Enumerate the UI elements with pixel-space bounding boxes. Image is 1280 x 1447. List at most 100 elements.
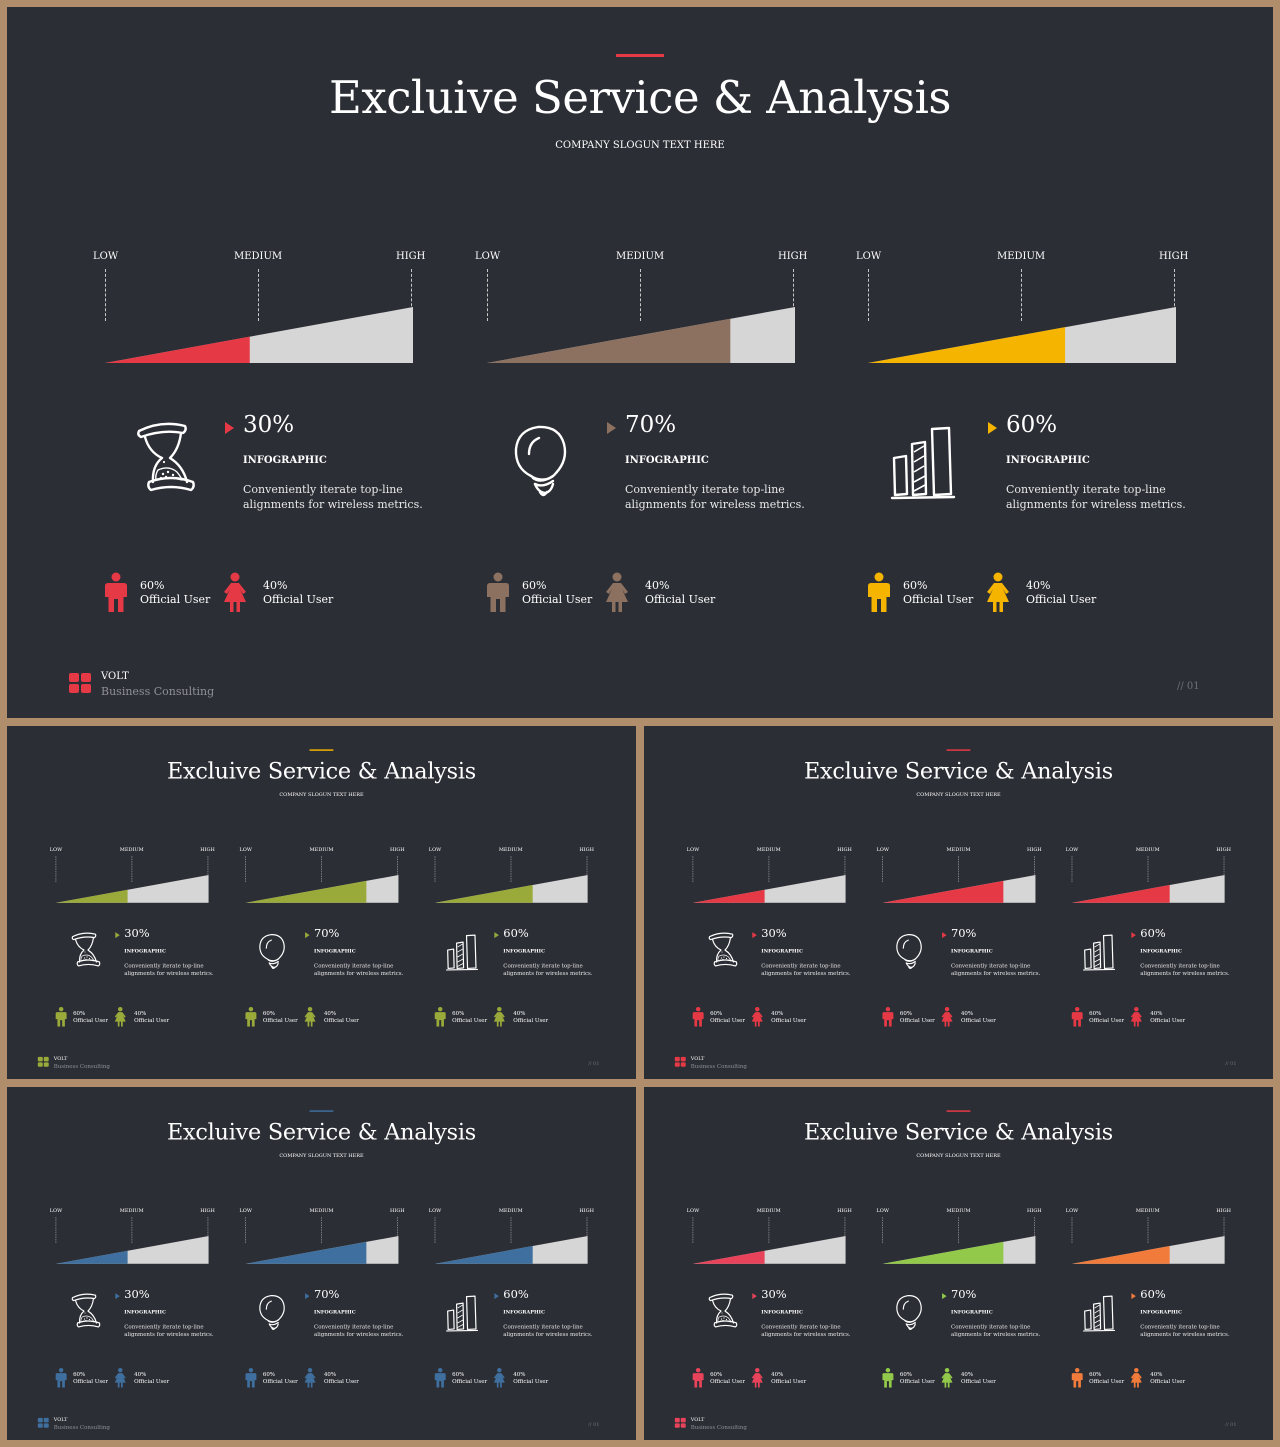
wedge-fill [1071, 885, 1170, 903]
wedge-fill [434, 885, 533, 903]
male-user-label: Official User [903, 593, 974, 606]
metric-percent: 60% [503, 1288, 529, 1302]
metric-description: Conveniently iterate top-line alignments… [1140, 1323, 1230, 1338]
wedge-fill [55, 1250, 128, 1264]
slide-main[interactable]: Excluive Service & Analysis COMPANY SLOG… [7, 7, 1273, 718]
metric-description: Conveniently iterate top-line alignments… [503, 1323, 593, 1338]
level-wedge-bar [487, 307, 795, 363]
pointer-arrow-icon [607, 422, 616, 434]
slide-thumb-blue[interactable]: Excluive Service & Analysis COMPANY SLOG… [7, 1087, 636, 1440]
male-user-icon [882, 1006, 894, 1027]
male-user-label: Official User [140, 593, 211, 606]
level-wedge-bar [105, 307, 413, 363]
scale-tick-high [411, 269, 412, 321]
scale-label-high: HIGH [837, 1208, 852, 1214]
scale-label-high: HIGH [837, 847, 852, 853]
female-user-percent: 40% [513, 1010, 526, 1017]
female-user-label: Official User [645, 593, 716, 606]
metric-heading: INFOGRAPHIC [951, 1309, 993, 1316]
pointer-arrow-icon [942, 1293, 947, 1300]
slide-thumb-mixed[interactable]: Excluive Service & Analysis COMPANY SLOG… [644, 1087, 1273, 1440]
male-user-percent: 60% [73, 1371, 86, 1378]
slide-title: Excluive Service & Analysis [328, 71, 952, 124]
pointer-arrow-icon [494, 932, 499, 939]
female-user-label: Official User [323, 1378, 359, 1385]
metric-description: Conveniently iterate top-line alignments… [124, 962, 214, 977]
scale-label-high: HIGH [579, 1208, 594, 1214]
male-user-percent: 60% [1089, 1010, 1102, 1017]
brand-name: VOLT [53, 1055, 68, 1062]
male-user-percent: 60% [903, 579, 928, 592]
metric-description: Conveniently iterate top-line alignments… [314, 962, 404, 977]
bar-chart-icon [446, 934, 479, 971]
metric-column: LOW MEDIUM HIGH 60% INFOGRAPHIC Convenie… [770, 7, 1188, 718]
brand-name: VOLT [101, 671, 129, 682]
metric-percent: 70% [951, 927, 977, 941]
scale-label-low: LOW [686, 847, 700, 853]
male-user-icon [245, 1006, 257, 1027]
female-user-percent: 40% [323, 1371, 337, 1378]
metric-column: LOW MEDIUM HIGH 70% INFOGRAPHIC Convenie… [197, 726, 405, 1079]
wedge-fill [55, 889, 128, 903]
slide-slogan: COMPANY SLOGUN TEXT HERE [916, 1153, 1001, 1159]
wedge-fill [1071, 1246, 1170, 1264]
metric-heading: INFOGRAPHIC [1140, 1309, 1182, 1316]
scale-label-medium: MEDIUM [756, 847, 781, 853]
lightbulb-icon [896, 934, 922, 970]
scale-label-high: HIGH [1027, 1208, 1042, 1214]
page-number: // 01 [588, 1421, 600, 1428]
slide-slogan: COMPANY SLOGUN TEXT HERE [279, 1153, 364, 1159]
scale-label-low: LOW [475, 251, 501, 262]
slide-thumb-olive[interactable]: Excluive Service & Analysis COMPANY SLOG… [7, 726, 636, 1079]
pointer-arrow-icon [494, 1293, 499, 1300]
lightbulb-icon [259, 1295, 285, 1331]
metric-description: Conveniently iterate top-line alignments… [243, 483, 423, 511]
lightbulb-icon [259, 934, 285, 970]
female-user-label: Official User [771, 1378, 807, 1385]
pointer-arrow-icon [115, 932, 120, 939]
lightbulb-icon [896, 1295, 922, 1331]
brand-name: VOLT [53, 1416, 68, 1423]
slide-slogan: COMPANY SLOGUN TEXT HERE [555, 140, 725, 151]
scale-label-medium: MEDIUM [1135, 1208, 1160, 1214]
level-wedge-bar [55, 1236, 209, 1264]
female-user-icon [493, 1367, 505, 1388]
female-user-percent: 40% [323, 1010, 337, 1017]
female-user-percent: 40% [771, 1010, 784, 1017]
female-user-percent: 40% [134, 1010, 147, 1017]
page-number: // 01 [588, 1060, 600, 1067]
female-user-icon [493, 1006, 505, 1027]
male-user-label: Official User [899, 1378, 935, 1385]
metric-percent: 70% [951, 1288, 977, 1302]
female-user-label: Official User [513, 1378, 549, 1385]
level-wedge-bar [868, 307, 1176, 363]
scale-label-low: LOW [428, 847, 442, 853]
metric-heading: INFOGRAPHIC [124, 948, 166, 955]
scale-label-low: LOW [49, 1208, 63, 1214]
female-user-icon [987, 572, 1009, 612]
female-user-percent: 40% [1026, 579, 1051, 592]
scale-label-low: LOW [239, 847, 252, 853]
scale-label-high: HIGH [1159, 251, 1189, 262]
metric-column: LOW MEDIUM HIGH 70% INFOGRAPHIC Convenie… [389, 7, 807, 718]
slide-thumb-red[interactable]: Excluive Service & Analysis COMPANY SLOG… [644, 726, 1273, 1079]
volt-logo-icon [674, 1417, 686, 1428]
female-user-icon [1130, 1006, 1142, 1027]
scale-label-high: HIGH [390, 847, 405, 853]
accent-line [616, 54, 664, 57]
female-user-label: Official User [960, 1378, 996, 1385]
female-user-icon [114, 1006, 126, 1027]
female-user-icon [304, 1006, 316, 1027]
brand-subtitle: Business Consulting [690, 1062, 747, 1070]
female-user-label: Official User [513, 1017, 549, 1024]
level-wedge-bar [882, 1236, 1036, 1264]
female-user-label: Official User [1150, 1017, 1186, 1024]
hourglass-icon [708, 932, 738, 967]
metric-percent: 60% [1140, 927, 1166, 941]
scale-label-high: HIGH [1216, 847, 1231, 853]
pointer-arrow-icon [1131, 932, 1136, 939]
volt-logo-icon [674, 1056, 686, 1067]
level-wedge-bar [692, 1236, 846, 1264]
metric-percent: 60% [1140, 1288, 1166, 1302]
pointer-arrow-icon [752, 1293, 757, 1300]
